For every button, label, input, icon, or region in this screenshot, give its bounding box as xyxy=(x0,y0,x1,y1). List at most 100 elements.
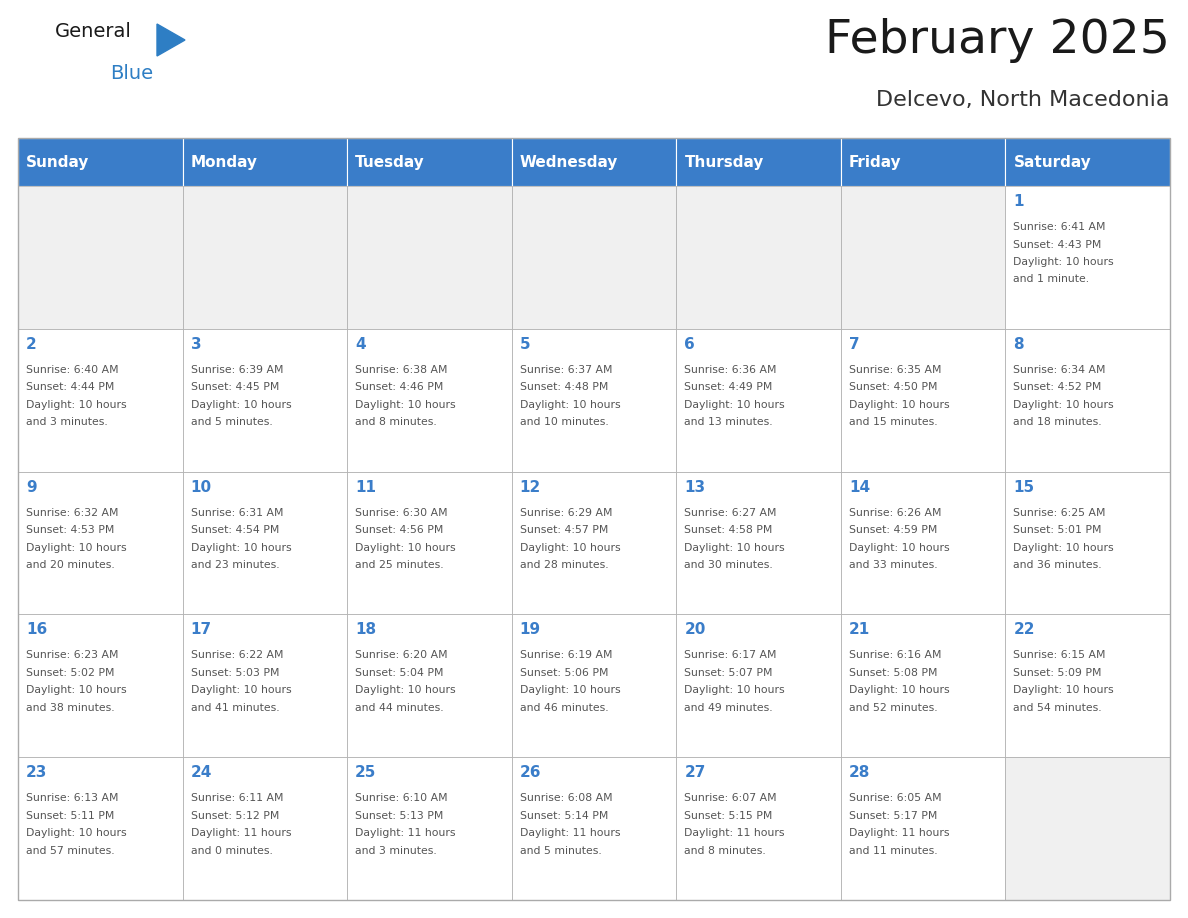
Text: Sunset: 4:57 PM: Sunset: 4:57 PM xyxy=(519,525,608,535)
Bar xyxy=(1005,138,1170,186)
Bar xyxy=(1005,614,1170,757)
Text: Sunrise: 6:17 AM: Sunrise: 6:17 AM xyxy=(684,650,777,660)
Bar xyxy=(841,757,1005,900)
Text: Daylight: 10 hours: Daylight: 10 hours xyxy=(355,400,456,409)
Text: Sunset: 5:06 PM: Sunset: 5:06 PM xyxy=(519,668,608,677)
Text: Daylight: 10 hours: Daylight: 10 hours xyxy=(190,400,291,409)
Text: Daylight: 11 hours: Daylight: 11 hours xyxy=(355,828,456,838)
Bar xyxy=(841,472,1005,614)
Text: Daylight: 10 hours: Daylight: 10 hours xyxy=(519,543,620,553)
Text: and 5 minutes.: and 5 minutes. xyxy=(190,418,272,427)
Text: Sunrise: 6:25 AM: Sunrise: 6:25 AM xyxy=(1013,508,1106,518)
Text: 27: 27 xyxy=(684,766,706,780)
Text: and 8 minutes.: and 8 minutes. xyxy=(684,845,766,856)
Text: Sunrise: 6:13 AM: Sunrise: 6:13 AM xyxy=(26,793,119,803)
Text: Sunrise: 6:19 AM: Sunrise: 6:19 AM xyxy=(519,650,612,660)
Text: 22: 22 xyxy=(1013,622,1035,637)
Text: Daylight: 10 hours: Daylight: 10 hours xyxy=(355,543,456,553)
Text: 21: 21 xyxy=(849,622,870,637)
Text: Sunset: 4:43 PM: Sunset: 4:43 PM xyxy=(1013,240,1101,250)
Text: Sunrise: 6:08 AM: Sunrise: 6:08 AM xyxy=(519,793,612,803)
Text: 24: 24 xyxy=(190,766,211,780)
Text: and 57 minutes.: and 57 minutes. xyxy=(26,845,114,856)
Bar xyxy=(841,614,1005,757)
Text: 8: 8 xyxy=(1013,337,1024,352)
Bar xyxy=(347,329,512,472)
Bar xyxy=(183,329,347,472)
Text: 18: 18 xyxy=(355,622,377,637)
Bar xyxy=(841,186,1005,329)
Text: Sunrise: 6:23 AM: Sunrise: 6:23 AM xyxy=(26,650,119,660)
Text: 16: 16 xyxy=(26,622,48,637)
Bar xyxy=(512,614,676,757)
Text: Sunset: 4:48 PM: Sunset: 4:48 PM xyxy=(519,382,608,392)
Text: and 3 minutes.: and 3 minutes. xyxy=(26,418,108,427)
Text: Sunset: 5:11 PM: Sunset: 5:11 PM xyxy=(26,811,114,821)
Text: Daylight: 10 hours: Daylight: 10 hours xyxy=(26,686,127,696)
Text: Daylight: 10 hours: Daylight: 10 hours xyxy=(849,686,949,696)
Text: 28: 28 xyxy=(849,766,871,780)
Text: and 33 minutes.: and 33 minutes. xyxy=(849,560,937,570)
Text: 23: 23 xyxy=(26,766,48,780)
Text: Daylight: 11 hours: Daylight: 11 hours xyxy=(190,828,291,838)
Text: Delcevo, North Macedonia: Delcevo, North Macedonia xyxy=(877,90,1170,110)
Text: and 25 minutes.: and 25 minutes. xyxy=(355,560,444,570)
Text: Sunrise: 6:20 AM: Sunrise: 6:20 AM xyxy=(355,650,448,660)
Text: Sunrise: 6:16 AM: Sunrise: 6:16 AM xyxy=(849,650,941,660)
Text: Sunset: 5:15 PM: Sunset: 5:15 PM xyxy=(684,811,772,821)
Text: 2: 2 xyxy=(26,337,37,352)
Bar xyxy=(347,757,512,900)
Text: Thursday: Thursday xyxy=(684,154,764,170)
Text: Sunset: 5:01 PM: Sunset: 5:01 PM xyxy=(1013,525,1102,535)
Text: Daylight: 10 hours: Daylight: 10 hours xyxy=(190,686,291,696)
Text: Sunrise: 6:31 AM: Sunrise: 6:31 AM xyxy=(190,508,283,518)
Text: and 49 minutes.: and 49 minutes. xyxy=(684,703,773,713)
Bar xyxy=(512,472,676,614)
Text: Sunset: 5:13 PM: Sunset: 5:13 PM xyxy=(355,811,443,821)
Bar xyxy=(1005,757,1170,900)
Bar xyxy=(1005,329,1170,472)
Text: Sunset: 5:14 PM: Sunset: 5:14 PM xyxy=(519,811,608,821)
Text: Daylight: 10 hours: Daylight: 10 hours xyxy=(849,400,949,409)
Text: Daylight: 10 hours: Daylight: 10 hours xyxy=(26,543,127,553)
Bar xyxy=(18,472,183,614)
Text: 19: 19 xyxy=(519,622,541,637)
Text: Sunrise: 6:41 AM: Sunrise: 6:41 AM xyxy=(1013,222,1106,232)
Bar xyxy=(841,138,1005,186)
Text: 15: 15 xyxy=(1013,479,1035,495)
Text: and 5 minutes.: and 5 minutes. xyxy=(519,845,601,856)
Text: and 41 minutes.: and 41 minutes. xyxy=(190,703,279,713)
Text: and 18 minutes.: and 18 minutes. xyxy=(1013,418,1102,427)
Text: Sunset: 5:04 PM: Sunset: 5:04 PM xyxy=(355,668,443,677)
Text: Sunset: 4:50 PM: Sunset: 4:50 PM xyxy=(849,382,937,392)
Text: Daylight: 11 hours: Daylight: 11 hours xyxy=(849,828,949,838)
Bar xyxy=(183,138,347,186)
Bar xyxy=(183,472,347,614)
Text: Daylight: 10 hours: Daylight: 10 hours xyxy=(1013,400,1114,409)
Text: Sunrise: 6:39 AM: Sunrise: 6:39 AM xyxy=(190,364,283,375)
Text: 6: 6 xyxy=(684,337,695,352)
Text: Sunrise: 6:15 AM: Sunrise: 6:15 AM xyxy=(1013,650,1106,660)
Bar xyxy=(676,186,841,329)
Text: Sunset: 4:46 PM: Sunset: 4:46 PM xyxy=(355,382,443,392)
Text: Daylight: 10 hours: Daylight: 10 hours xyxy=(355,686,456,696)
Text: Sunrise: 6:27 AM: Sunrise: 6:27 AM xyxy=(684,508,777,518)
Text: Sunset: 4:59 PM: Sunset: 4:59 PM xyxy=(849,525,937,535)
Text: Daylight: 10 hours: Daylight: 10 hours xyxy=(1013,686,1114,696)
Bar xyxy=(676,614,841,757)
Text: Sunday: Sunday xyxy=(26,154,89,170)
Text: Sunrise: 6:07 AM: Sunrise: 6:07 AM xyxy=(684,793,777,803)
Text: Sunset: 4:49 PM: Sunset: 4:49 PM xyxy=(684,382,772,392)
Text: and 36 minutes.: and 36 minutes. xyxy=(1013,560,1102,570)
Bar xyxy=(18,186,183,329)
Text: 10: 10 xyxy=(190,479,211,495)
Bar xyxy=(347,472,512,614)
Text: Blue: Blue xyxy=(110,64,153,83)
Text: Sunrise: 6:32 AM: Sunrise: 6:32 AM xyxy=(26,508,119,518)
Text: and 30 minutes.: and 30 minutes. xyxy=(684,560,773,570)
Text: Sunset: 4:52 PM: Sunset: 4:52 PM xyxy=(1013,382,1101,392)
Text: Daylight: 10 hours: Daylight: 10 hours xyxy=(1013,257,1114,267)
Text: Sunrise: 6:11 AM: Sunrise: 6:11 AM xyxy=(190,793,283,803)
Text: Sunrise: 6:29 AM: Sunrise: 6:29 AM xyxy=(519,508,612,518)
Text: Sunrise: 6:34 AM: Sunrise: 6:34 AM xyxy=(1013,364,1106,375)
